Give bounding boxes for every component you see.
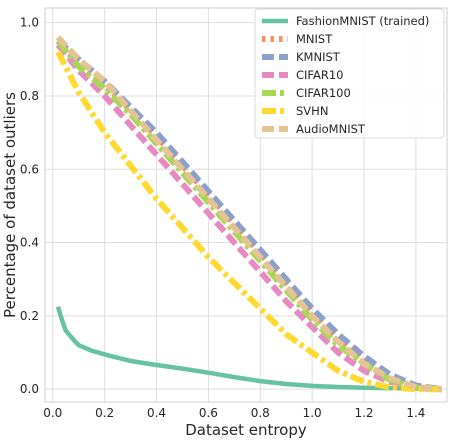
y-tick-label: 0.8 [20, 89, 39, 103]
x-tick-label: 1.4 [406, 406, 425, 420]
x-tick-label: 0.6 [199, 406, 218, 420]
legend-label: MNIST [296, 32, 333, 46]
series-lines [55, 35, 443, 393]
legend-label: CIFAR100 [296, 86, 351, 100]
series-line-svhn [55, 50, 442, 393]
x-tick-label: 1.0 [303, 406, 322, 420]
series-line-cifar10 [55, 42, 442, 393]
tick-labels: 0.0 0.2 0.4 0.6 0.8 1.0 1.2 1.4 0.0 0.2 0.4 0.6 0.8 1… [20, 16, 426, 420]
x-tick-label: 0.4 [147, 406, 166, 420]
legend-items: FashionMNIST (trained) MNIST KMNIST CIFAR10… [262, 14, 429, 136]
x-axis-label: Dataset entropy [185, 421, 307, 439]
x-tick-label: 0.2 [95, 406, 114, 420]
series-line-fashionmnist-trained [55, 306, 442, 392]
series-line-audiomnist [55, 35, 443, 393]
x-tick-label: 1.2 [354, 406, 373, 420]
y-tick-label: 0.2 [20, 309, 39, 323]
legend-label: CIFAR10 [296, 68, 343, 82]
x-tick-label: 0.0 [43, 406, 62, 420]
legend-label: SVHN [296, 104, 328, 118]
legend-label: KMNIST [296, 50, 341, 64]
y-tick-label: 0.4 [20, 236, 39, 250]
series-line-kmnist [56, 38, 443, 393]
legend-box [254, 8, 445, 139]
y-tick-label: 0.6 [20, 162, 39, 176]
legend-label: AudioMNIST [296, 122, 366, 136]
y-tick-label: 0.0 [20, 382, 39, 396]
legend: FashionMNIST (trained) MNIST KMNIST CIFAR10… [254, 8, 445, 139]
x-tick-label: 0.8 [251, 406, 270, 420]
y-tick-label: 1.0 [20, 16, 39, 30]
legend-label: FashionMNIST (trained) [296, 14, 429, 28]
y-axis-label: Percentage of dataset outliers [1, 92, 19, 318]
